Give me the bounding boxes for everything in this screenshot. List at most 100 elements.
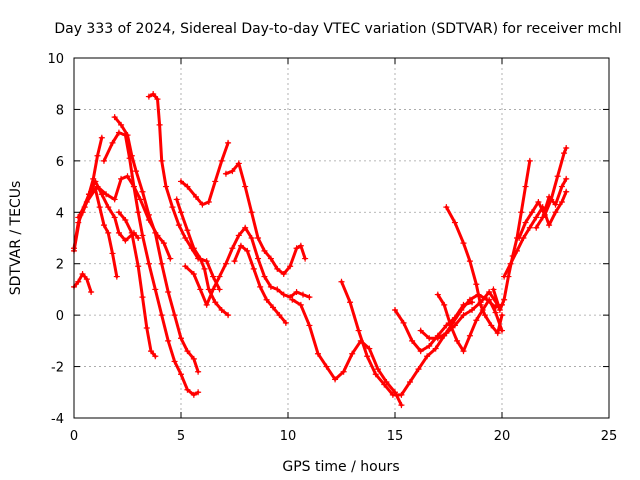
- data-point-marker: [248, 209, 255, 216]
- x-tick-label: 5: [177, 429, 185, 444]
- data-point-marker: [546, 193, 553, 200]
- data-point-marker: [190, 355, 197, 362]
- data-point-marker: [460, 240, 467, 247]
- data-point-marker: [92, 178, 99, 185]
- x-tick-label: 20: [494, 429, 511, 444]
- data-point-marker: [167, 255, 174, 262]
- data-point-marker: [222, 260, 229, 267]
- data-point-marker: [426, 343, 433, 349]
- data-point-marker: [533, 214, 540, 221]
- data-point-marker: [347, 299, 354, 306]
- data-series-group: [71, 91, 570, 409]
- data-point-marker: [424, 353, 431, 360]
- data-point-marker: [473, 317, 480, 324]
- data-point-marker: [163, 183, 170, 190]
- data-point-marker: [552, 209, 559, 216]
- y-axis-label: SDTVAR / TECUs: [8, 181, 24, 296]
- series-arc-16: [340, 280, 504, 397]
- data-point-marker: [182, 263, 189, 270]
- data-point-marker: [118, 175, 125, 182]
- data-point-marker: [165, 289, 172, 295]
- x-axis-ticks: 0 5 10 15 20 25: [70, 58, 617, 444]
- data-point-marker: [349, 350, 356, 357]
- data-point-marker: [314, 350, 321, 357]
- data-point-marker: [460, 312, 467, 319]
- data-point-marker: [154, 96, 161, 103]
- data-point-marker: [115, 129, 122, 136]
- data-point-marker: [92, 186, 99, 193]
- data-point-marker: [481, 312, 488, 319]
- data-point-marker: [190, 245, 197, 252]
- data-point-marker: [210, 273, 217, 280]
- data-point-marker: [171, 358, 178, 365]
- data-point-marker: [366, 345, 373, 352]
- data-point-marker: [145, 260, 152, 267]
- data-point-marker: [477, 301, 484, 308]
- data-point-marker: [276, 312, 283, 319]
- data-point-marker: [235, 232, 242, 239]
- data-point-marker: [454, 337, 461, 344]
- data-point-marker: [460, 348, 467, 355]
- data-point-marker: [111, 214, 118, 221]
- y-tick-label: 10: [47, 52, 64, 67]
- data-point-marker: [94, 152, 101, 159]
- data-point-marker: [195, 368, 202, 375]
- y-tick-label: 6: [56, 155, 64, 170]
- data-point-marker: [83, 276, 90, 283]
- data-point-marker: [178, 209, 184, 216]
- data-point-marker: [222, 170, 229, 177]
- data-point-marker: [145, 211, 152, 218]
- data-point-marker: [178, 371, 184, 378]
- data-point-marker: [160, 240, 167, 247]
- series-arc-13: [224, 161, 307, 276]
- data-point-marker: [417, 327, 424, 334]
- data-point-marker: [554, 173, 561, 180]
- data-point-marker: [216, 273, 223, 280]
- data-point-marker: [216, 286, 223, 293]
- data-point-marker: [460, 301, 467, 308]
- data-point-marker: [274, 286, 281, 293]
- data-point-marker: [178, 335, 184, 342]
- data-point-marker: [417, 348, 424, 355]
- data-point-marker: [135, 235, 142, 241]
- data-point-marker: [400, 319, 407, 326]
- data-point-marker: [466, 332, 473, 339]
- data-point-marker: [250, 265, 257, 272]
- data-point-marker: [158, 157, 165, 164]
- x-axis-label: GPS time / hours: [282, 459, 399, 475]
- data-point-marker: [109, 250, 116, 257]
- data-point-marker: [267, 283, 274, 290]
- data-point-marker: [563, 188, 570, 195]
- data-point-marker: [218, 307, 225, 313]
- data-point-marker: [225, 139, 232, 146]
- data-point-marker: [443, 204, 450, 211]
- data-point-marker: [546, 222, 553, 229]
- x-tick-label: 15: [387, 429, 404, 444]
- data-point-marker: [302, 255, 309, 262]
- data-point-marker: [257, 283, 264, 290]
- data-point-marker: [111, 196, 118, 203]
- data-point-marker: [297, 242, 304, 249]
- data-point-marker: [201, 265, 208, 272]
- data-point-marker: [128, 229, 135, 236]
- x-tick-label: 10: [280, 429, 297, 444]
- data-point-marker: [409, 337, 416, 344]
- data-point-marker: [212, 299, 219, 306]
- data-point-marker: [135, 209, 142, 216]
- data-point-marker: [558, 183, 565, 190]
- data-point-marker: [255, 255, 262, 262]
- data-point-marker: [192, 193, 199, 200]
- data-point-marker: [197, 255, 204, 262]
- data-point-marker: [490, 286, 497, 293]
- data-point-marker: [135, 263, 142, 270]
- data-point-marker: [494, 330, 501, 337]
- data-point-marker: [139, 294, 146, 301]
- data-point-marker: [199, 201, 206, 208]
- data-point-marker: [282, 319, 289, 326]
- data-point-marker: [499, 327, 505, 334]
- data-point-marker: [229, 168, 236, 175]
- data-point-marker: [83, 199, 90, 205]
- data-point-marker: [389, 391, 396, 398]
- data-point-marker: [355, 327, 362, 334]
